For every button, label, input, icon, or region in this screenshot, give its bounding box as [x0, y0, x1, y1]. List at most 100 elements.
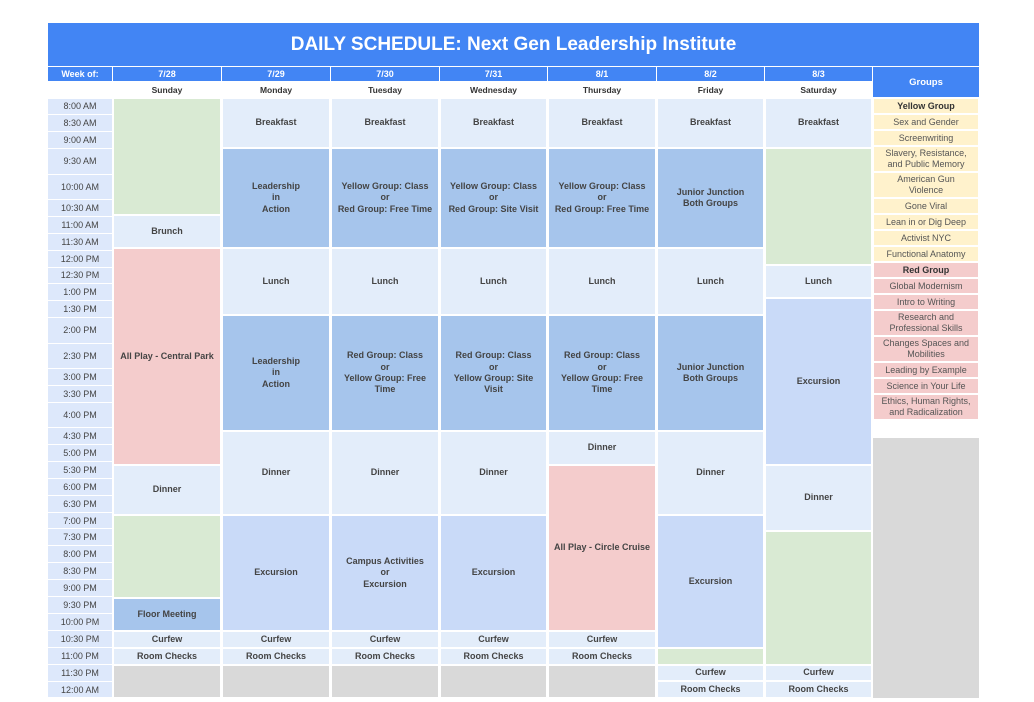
- wednesday-curfew: Curfew: [440, 631, 547, 648]
- monday-leadership-pm: Leadership in Action: [222, 314, 330, 432]
- date-header: 7/30: [331, 67, 439, 81]
- time-slot-label: 10:00 PM: [48, 613, 112, 630]
- sunday-curfew: Curfew: [113, 631, 221, 648]
- monday-breakfast: Breakfast: [222, 98, 330, 148]
- group-topic: Gone Viral: [873, 198, 979, 214]
- week-of-label: Week of:: [48, 67, 112, 81]
- monday-curfew: Curfew: [222, 631, 330, 648]
- date-header: 8/2: [657, 67, 764, 81]
- date-header: 7/31: [440, 67, 547, 81]
- group-topic: Changes Spaces and Mobilities: [873, 336, 979, 362]
- monday-leadership-am: Leadership in Action: [222, 148, 330, 248]
- time-slot-label: 8:00 AM: [48, 98, 112, 115]
- time-slot-label: 3:00 PM: [48, 368, 112, 385]
- sunday-all-play: All Play - Central Park: [113, 248, 221, 465]
- friday-breakfast: Breakfast: [657, 98, 764, 148]
- time-slot-label: 12:00 PM: [48, 250, 112, 267]
- saturday-curfew: Curfew: [765, 664, 872, 682]
- saturday-room-checks: Room Checks: [765, 681, 872, 698]
- thursday-all-play: All Play - Circle Cruise: [548, 464, 656, 632]
- group-topic: Leading by Example: [873, 362, 979, 378]
- tuesday-curfew: Curfew: [331, 631, 439, 648]
- wednesday-empty: [440, 664, 547, 698]
- groups-empty: [873, 438, 979, 698]
- time-slot-label: 8:00 PM: [48, 546, 112, 563]
- day-header: Sunday: [151, 84, 183, 95]
- monday-room-checks: Room Checks: [222, 648, 330, 665]
- time-slot-label: 8:30 PM: [48, 563, 112, 580]
- time-slot-label: 7:00 PM: [48, 512, 112, 529]
- time-slot-label: 5:00 PM: [48, 444, 112, 461]
- time-slot-label: 1:30 PM: [48, 301, 112, 318]
- day-header: Friday: [697, 84, 724, 95]
- time-slot-label: 9:30 AM: [48, 149, 112, 174]
- time-slot-label: 4:30 PM: [48, 428, 112, 444]
- date-header: 8/1: [548, 67, 656, 81]
- date-header: 7/29: [222, 67, 330, 81]
- wednesday-lunch: Lunch: [440, 248, 547, 315]
- date-header: 7/28: [113, 67, 221, 81]
- thursday-lunch: Lunch: [548, 248, 656, 315]
- day-header: Tuesday: [368, 84, 402, 95]
- sunday-empty: [113, 664, 221, 698]
- monday-excursion: Excursion: [222, 514, 330, 632]
- time-slot-label: 11:00 AM: [48, 216, 112, 233]
- time-slot-label: 11:30 AM: [48, 233, 112, 250]
- sunday-floor-meeting: Floor Meeting: [113, 598, 221, 632]
- day-header: Wednesday: [469, 84, 518, 95]
- wednesday-breakfast: Breakfast: [440, 98, 547, 148]
- friday-lunch: Lunch: [657, 248, 764, 315]
- friday-dinner: Dinner: [657, 431, 764, 515]
- group-topic: Slavery, Resistance, and Public Memory: [873, 146, 979, 172]
- group-topic: Intro to Writing: [873, 294, 979, 310]
- tuesday-evening: Campus Activities or Excursion: [331, 514, 439, 632]
- thursday-breakfast: Breakfast: [548, 98, 656, 148]
- friday-curfew: Curfew: [657, 664, 764, 682]
- sunday-room-checks: Room Checks: [113, 648, 221, 665]
- time-slot-label: 9:30 PM: [48, 597, 112, 613]
- thursday-dinner: Dinner: [548, 431, 656, 465]
- tuesday-dinner: Dinner: [331, 431, 439, 515]
- date-header: 8/3: [765, 67, 872, 81]
- wednesday-am-session: Yellow Group: Class or Red Group: Site V…: [440, 148, 547, 248]
- group-topic: American Gun Violence: [873, 172, 979, 198]
- time-slot-label: 7:30 PM: [48, 529, 112, 546]
- friday-room-checks: Room Checks: [657, 681, 764, 698]
- time-slot-label: 10:30 AM: [48, 199, 112, 216]
- group-topic: Research and Professional Skills: [873, 310, 979, 336]
- page-title: DAILY SCHEDULE: Next Gen Leadership Inst…: [48, 23, 979, 66]
- friday-free-block: [657, 648, 764, 665]
- group-topic: Science in Your Life: [873, 378, 979, 394]
- friday-excursion: Excursion: [657, 514, 764, 648]
- day-header: Monday: [259, 84, 293, 95]
- tuesday-room-checks: Room Checks: [331, 648, 439, 665]
- time-slot-label: 9:00 PM: [48, 580, 112, 597]
- time-slot-label: 11:00 PM: [48, 647, 112, 664]
- time-slot-label: 4:00 PM: [48, 402, 112, 428]
- group-topic: Lean in or Dig Deep: [873, 214, 979, 230]
- time-slot-label: 2:00 PM: [48, 318, 112, 343]
- wednesday-room-checks: Room Checks: [440, 648, 547, 665]
- time-slot-label: 6:30 PM: [48, 495, 112, 512]
- time-slot-label: 10:30 PM: [48, 630, 112, 647]
- thursday-empty: [548, 664, 656, 698]
- sunday-free-block: [113, 98, 221, 215]
- group-topic: Functional Anatomy: [873, 246, 979, 262]
- tuesday-pm-session: Red Group: Class or Yellow Group: Free T…: [331, 314, 439, 432]
- tuesday-am-session: Yellow Group: Class or Red Group: Free T…: [331, 148, 439, 248]
- friday-pm-session: Junior Junction Both Groups: [657, 314, 764, 432]
- saturday-breakfast: Breakfast: [765, 98, 872, 148]
- group-header: Yellow Group: [873, 98, 979, 114]
- saturday-excursion: Excursion: [765, 298, 872, 465]
- time-slot-label: 10:00 AM: [48, 174, 112, 199]
- thursday-am-session: Yellow Group: Class or Red Group: Free T…: [548, 148, 656, 248]
- day-header: Saturday: [800, 84, 837, 95]
- saturday-free-block: [765, 148, 872, 265]
- sunday-dinner: Dinner: [113, 464, 221, 515]
- sunday-free-evening: [113, 514, 221, 598]
- wednesday-dinner: Dinner: [440, 431, 547, 515]
- saturday-dinner: Dinner: [765, 464, 872, 532]
- time-slot-label: 8:30 AM: [48, 115, 112, 132]
- saturday-lunch: Lunch: [765, 264, 872, 298]
- monday-lunch: Lunch: [222, 248, 330, 315]
